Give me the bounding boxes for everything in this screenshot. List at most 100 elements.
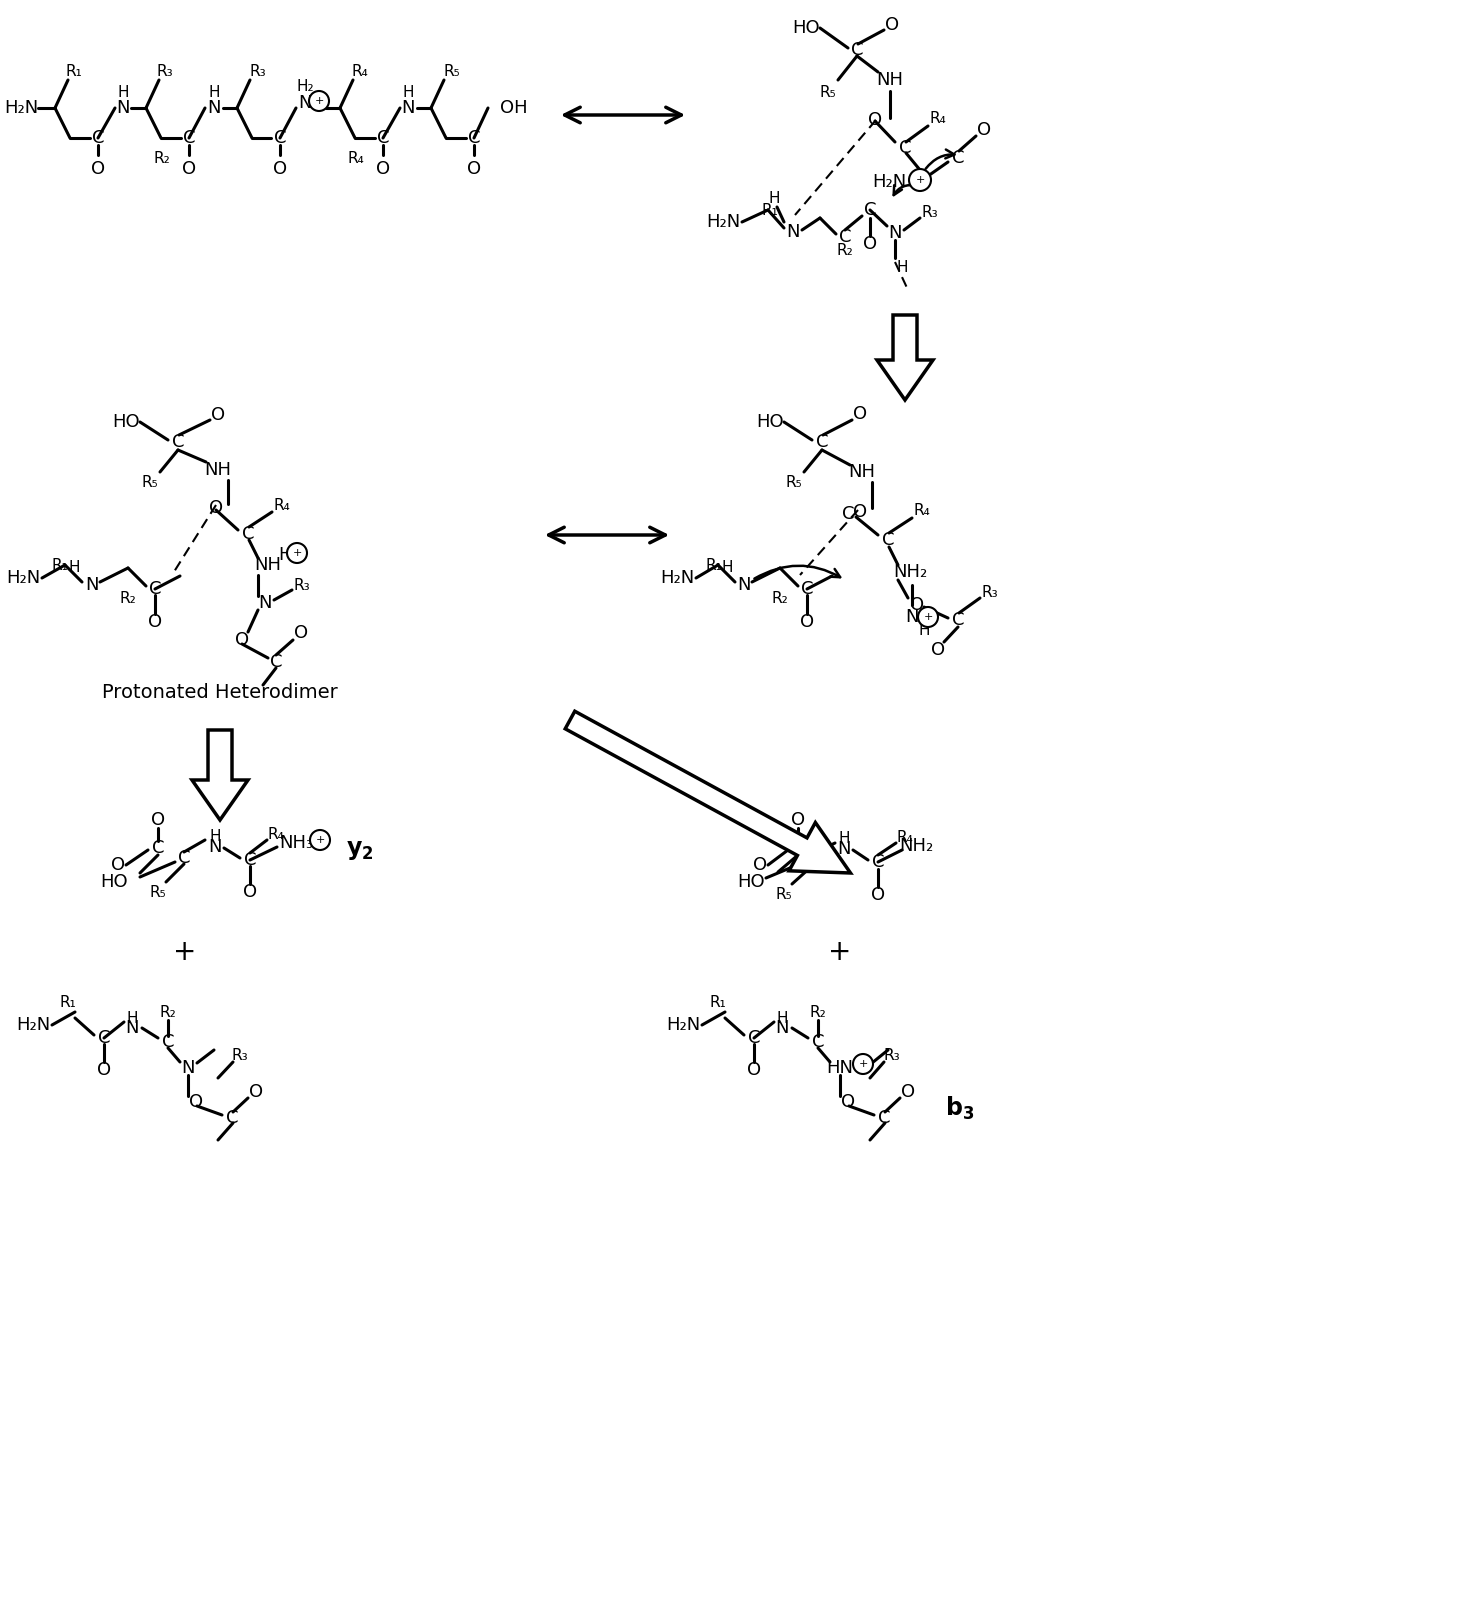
Text: N: N xyxy=(208,838,221,856)
Text: O: O xyxy=(209,499,223,516)
Polygon shape xyxy=(191,730,248,821)
Text: O: O xyxy=(871,887,884,904)
Text: O: O xyxy=(884,16,899,34)
Text: C: C xyxy=(98,1030,110,1047)
Text: R₅: R₅ xyxy=(776,887,792,901)
Text: C: C xyxy=(812,1033,824,1051)
Circle shape xyxy=(286,542,307,563)
Text: HO: HO xyxy=(113,414,139,431)
Text: H₂N: H₂N xyxy=(706,212,741,232)
Text: N: N xyxy=(298,93,312,113)
Circle shape xyxy=(910,169,930,191)
Text: O: O xyxy=(910,595,925,615)
Text: R₂: R₂ xyxy=(154,151,171,166)
Text: O: O xyxy=(752,856,767,874)
Text: H₂N: H₂N xyxy=(660,570,695,587)
Text: R₄: R₄ xyxy=(267,827,285,842)
Text: O: O xyxy=(96,1060,111,1080)
Text: NH₂: NH₂ xyxy=(899,837,933,854)
Text: C: C xyxy=(162,1033,174,1051)
Text: O: O xyxy=(976,121,991,138)
Text: R₃: R₃ xyxy=(232,1047,248,1062)
Text: C: C xyxy=(377,129,389,146)
Text: +: + xyxy=(916,175,925,185)
Text: +: + xyxy=(315,835,325,845)
Text: N: N xyxy=(116,100,129,117)
Text: HO: HO xyxy=(101,874,128,891)
Text: N: N xyxy=(85,576,99,594)
Text: C: C xyxy=(273,129,286,146)
Text: O: O xyxy=(375,159,390,179)
Text: H₂N: H₂N xyxy=(6,570,40,587)
Text: C: C xyxy=(838,228,852,246)
Text: O: O xyxy=(111,856,125,874)
Text: NH₃: NH₃ xyxy=(279,833,313,853)
Text: +: + xyxy=(923,611,932,623)
Text: R₃: R₃ xyxy=(883,1047,901,1062)
Text: C: C xyxy=(806,851,818,869)
Text: N: N xyxy=(775,1018,789,1036)
Text: C: C xyxy=(871,853,884,870)
Text: O: O xyxy=(901,1083,916,1101)
Text: R₂: R₂ xyxy=(160,1004,177,1020)
Text: +: + xyxy=(174,938,197,965)
Text: R₄: R₄ xyxy=(352,63,368,79)
Text: O: O xyxy=(862,235,877,253)
Text: H: H xyxy=(896,259,908,275)
Text: H: H xyxy=(209,829,221,843)
Circle shape xyxy=(853,1054,873,1073)
Text: H: H xyxy=(721,560,733,576)
Text: O: O xyxy=(746,1060,761,1080)
Text: O: O xyxy=(249,1083,263,1101)
Text: HO: HO xyxy=(757,414,784,431)
Text: H₂N: H₂N xyxy=(873,174,907,191)
Text: H: H xyxy=(208,85,220,100)
Circle shape xyxy=(310,830,329,850)
Text: C: C xyxy=(178,850,190,867)
Text: HN: HN xyxy=(827,1059,853,1076)
Text: OH: OH xyxy=(500,100,528,117)
Text: R₃: R₃ xyxy=(157,63,174,79)
Text: O: O xyxy=(234,631,249,648)
Polygon shape xyxy=(877,315,933,401)
Text: R₅: R₅ xyxy=(785,475,803,489)
Text: O: O xyxy=(183,159,196,179)
Text: C: C xyxy=(226,1109,239,1126)
Text: O: O xyxy=(853,504,867,521)
Text: O: O xyxy=(151,811,165,829)
Text: R₃: R₃ xyxy=(294,578,310,592)
Text: N: N xyxy=(787,224,800,241)
Text: C: C xyxy=(877,1109,890,1126)
Text: O: O xyxy=(841,1093,855,1110)
Text: H₂: H₂ xyxy=(297,79,313,93)
Text: R₁: R₁ xyxy=(65,63,83,79)
Circle shape xyxy=(919,607,938,628)
Text: O: O xyxy=(791,811,804,829)
Text: O: O xyxy=(91,159,105,179)
Text: H₂N: H₂N xyxy=(666,1015,700,1035)
Text: H: H xyxy=(919,623,930,637)
Text: R₂: R₂ xyxy=(120,591,137,605)
Text: H₂N: H₂N xyxy=(4,100,39,117)
Text: O: O xyxy=(294,624,309,642)
Text: R₂: R₂ xyxy=(772,591,788,605)
Text: C: C xyxy=(816,433,828,451)
Text: R₄: R₄ xyxy=(914,502,930,518)
Text: C: C xyxy=(841,505,855,523)
Text: C: C xyxy=(183,129,196,146)
Text: O: O xyxy=(211,405,226,425)
Text: C: C xyxy=(242,525,254,542)
Text: C: C xyxy=(151,838,165,858)
Text: H: H xyxy=(126,1010,138,1025)
Text: H: H xyxy=(776,1010,788,1025)
Text: C: C xyxy=(864,201,876,219)
Text: R₅: R₅ xyxy=(444,63,460,79)
Text: R₅: R₅ xyxy=(141,475,159,489)
Text: $\mathbf{y_2}$: $\mathbf{y_2}$ xyxy=(346,838,374,862)
Text: C: C xyxy=(92,129,104,146)
Text: R₄: R₄ xyxy=(347,151,365,166)
Text: C: C xyxy=(801,579,813,599)
Text: H: H xyxy=(68,560,80,576)
Text: O: O xyxy=(273,159,286,179)
Text: O: O xyxy=(148,613,162,631)
